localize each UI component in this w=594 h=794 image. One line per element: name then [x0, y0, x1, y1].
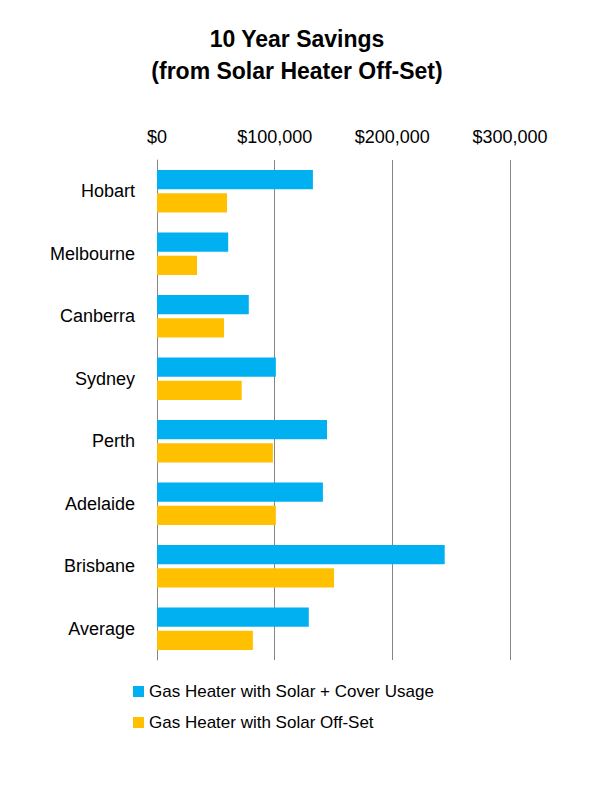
svg-text:$200,000: $200,000: [355, 127, 430, 147]
svg-text:Hobart: Hobart: [81, 181, 135, 201]
svg-text:$0: $0: [147, 127, 167, 147]
svg-text:Canberra: Canberra: [60, 306, 136, 326]
svg-text:10 Year Savings: 10 Year Savings: [210, 26, 385, 52]
svg-text:Adelaide: Adelaide: [65, 494, 135, 514]
svg-text:Perth: Perth: [92, 431, 135, 451]
svg-text:Sydney: Sydney: [75, 369, 135, 389]
svg-text:Average: Average: [68, 619, 135, 639]
svg-text:$300,000: $300,000: [472, 127, 547, 147]
svg-text:Brisbane: Brisbane: [64, 556, 135, 576]
svg-text:$100,000: $100,000: [237, 127, 312, 147]
svg-text:Gas Heater with Solar Off-Set: Gas Heater with Solar Off-Set: [149, 713, 374, 732]
svg-text:Melbourne: Melbourne: [50, 244, 135, 264]
svg-text:(from Solar Heater Off-Set): (from Solar Heater Off-Set): [151, 58, 442, 84]
svg-text:Gas Heater with Solar + Cover: Gas Heater with Solar + Cover Usage: [149, 682, 434, 701]
